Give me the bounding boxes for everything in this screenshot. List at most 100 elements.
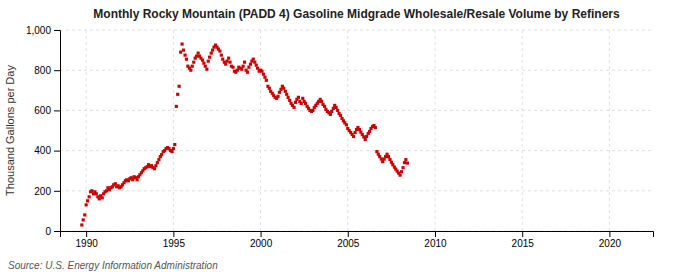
point [288,99,291,102]
grid-line [173,30,174,231]
point [208,56,211,59]
point [114,182,117,185]
point [201,59,204,62]
grid-line [260,30,261,231]
point [218,50,221,53]
title: Monthly Rocky Mountain (PADD 4) Gasoline… [93,7,620,21]
tick-mark [261,231,262,237]
point [253,61,256,64]
point [282,87,285,90]
point [406,161,409,164]
tick-label: 600 [34,105,51,116]
tick: 1995 [163,231,186,249]
point [170,150,173,153]
point [263,76,266,79]
point [173,143,176,146]
point [172,147,175,150]
point [176,93,179,96]
point [365,135,368,138]
point [292,106,295,109]
tick-label: 1,000 [26,25,51,36]
tick-label: 400 [34,145,51,156]
point [265,79,268,82]
point [101,196,104,199]
tick-label: 2010 [424,238,447,249]
point [154,164,157,167]
tick-mark [54,70,60,71]
point [220,54,223,57]
tick: 400 [34,145,60,156]
point [345,123,348,126]
point [88,195,91,198]
point [210,52,213,55]
point [86,199,89,202]
point [368,130,371,133]
point [226,60,229,63]
point [160,153,163,156]
point [268,87,271,90]
tick: 200 [34,186,60,197]
tick-mark [54,30,60,31]
point [352,135,355,138]
point [183,54,186,57]
point [256,67,259,70]
tick-mark [54,191,60,192]
point [247,66,250,69]
point [98,197,101,200]
point [329,113,332,116]
point [354,131,357,134]
grid-line [60,110,653,111]
tick-label: 0 [45,226,51,237]
point [80,223,83,226]
point [95,192,98,195]
point [192,61,195,64]
point [294,101,297,104]
point [404,158,407,161]
tick-mark [54,110,60,111]
point [236,69,239,72]
grid [60,30,653,231]
point [330,110,333,113]
tick-mark [54,231,60,232]
point [399,174,402,177]
point [231,66,234,69]
point [156,161,159,164]
point [285,93,288,96]
tick-label: 2015 [512,238,535,249]
tick: 1,000 [26,25,60,36]
point [204,65,207,68]
plot-area: 1990199520002005201020152020020040060080… [26,25,654,249]
chart: 1990199520002005201020152020020040060080… [0,0,675,275]
tick-mark [522,231,523,237]
point [105,189,108,192]
point [323,105,326,108]
point [374,126,377,129]
point [175,105,178,108]
point [388,158,391,161]
point [182,49,185,52]
points [80,42,409,226]
grid-line [522,30,523,231]
tick: 600 [34,105,60,116]
point [279,88,282,91]
point [157,158,160,161]
point [304,102,307,105]
point [191,65,194,68]
point [228,61,231,64]
point [260,70,263,73]
point [240,68,243,71]
point [224,63,227,66]
point [364,138,367,141]
tick: 2005 [337,231,360,249]
x-axis-line [61,232,654,238]
point [297,96,300,99]
grid-line [609,30,610,231]
point [179,51,182,54]
point [243,61,246,64]
tick-label: 2005 [337,238,360,249]
point [178,85,181,88]
tick-label: 2020 [599,238,622,249]
tick-mark [348,231,349,237]
point [332,107,335,110]
point [227,57,230,60]
